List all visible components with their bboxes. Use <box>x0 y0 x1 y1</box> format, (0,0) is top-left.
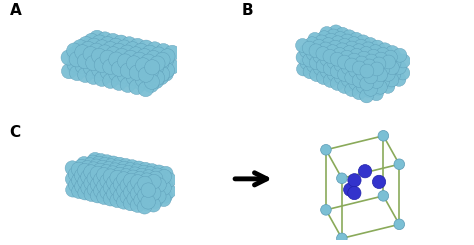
Circle shape <box>373 175 386 188</box>
Circle shape <box>348 174 361 187</box>
Circle shape <box>320 145 331 155</box>
Text: B: B <box>242 3 254 18</box>
Circle shape <box>337 173 347 184</box>
Circle shape <box>348 186 361 200</box>
Circle shape <box>337 233 347 244</box>
Circle shape <box>344 183 357 196</box>
Circle shape <box>378 191 389 201</box>
Circle shape <box>378 131 389 141</box>
Circle shape <box>394 159 405 170</box>
Circle shape <box>394 219 405 230</box>
Circle shape <box>320 205 331 215</box>
Circle shape <box>358 165 372 178</box>
Text: A: A <box>9 3 21 18</box>
Text: C: C <box>9 125 20 140</box>
